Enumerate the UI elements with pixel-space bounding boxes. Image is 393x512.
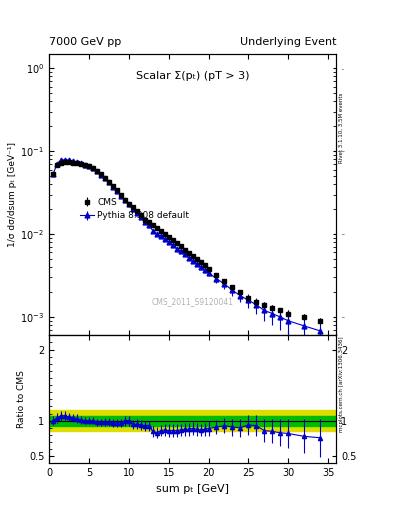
- Text: CMS_2011_S9120041: CMS_2011_S9120041: [152, 297, 233, 306]
- Text: Underlying Event: Underlying Event: [239, 37, 336, 47]
- Legend: CMS, Pythia 8.308 default: CMS, Pythia 8.308 default: [77, 194, 193, 224]
- Text: Rivet 3.1.10, 3.5M events: Rivet 3.1.10, 3.5M events: [339, 93, 344, 163]
- Text: mcplots.cern.ch [arXiv:1306.3436]: mcplots.cern.ch [arXiv:1306.3436]: [339, 336, 344, 432]
- Y-axis label: Ratio to CMS: Ratio to CMS: [17, 370, 26, 429]
- Text: 7000 GeV pp: 7000 GeV pp: [49, 37, 121, 47]
- Y-axis label: 1/σ dσ/dsum pₜ [GeV⁻¹]: 1/σ dσ/dsum pₜ [GeV⁻¹]: [9, 142, 18, 247]
- X-axis label: sum pₜ [GeV]: sum pₜ [GeV]: [156, 484, 229, 494]
- Text: Scalar Σ(pₜ) (pT > 3): Scalar Σ(pₜ) (pT > 3): [136, 71, 249, 81]
